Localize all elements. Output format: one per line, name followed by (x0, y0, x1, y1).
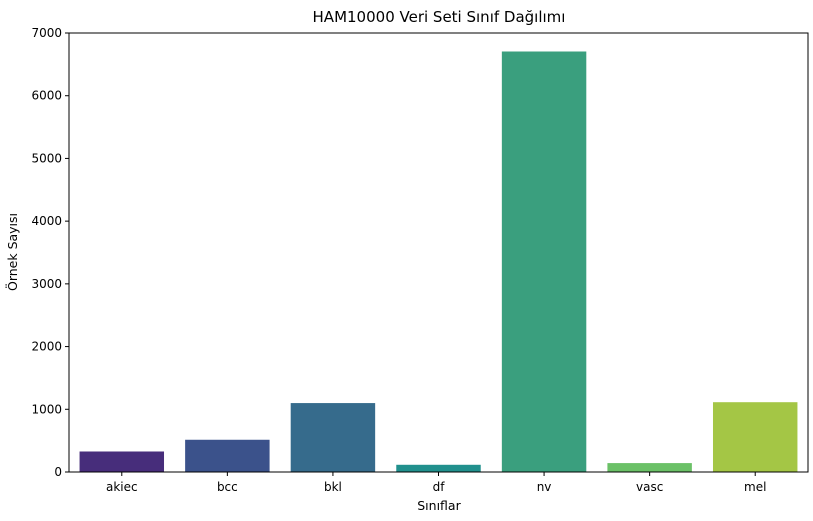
x-tick-label: mel (744, 480, 766, 494)
bar-vasc (607, 463, 692, 472)
bar-df (396, 464, 481, 472)
y-tick-label: 4000 (31, 214, 62, 228)
y-tick-label: 5000 (31, 151, 62, 165)
x-tick-label: nv (537, 480, 552, 494)
y-tick-label: 7000 (31, 26, 62, 40)
bars-layer (79, 51, 798, 473)
x-tick-label: df (433, 480, 446, 494)
y-tick-label: 3000 (31, 277, 62, 291)
y-tick-label: 6000 (31, 89, 62, 103)
x-axis-label: Sınıflar (417, 498, 461, 513)
plot-frame (68, 32, 809, 473)
y-tick-label: 0 (54, 465, 62, 479)
y-tick-label: 2000 (31, 340, 62, 354)
x-tick-label: bkl (324, 480, 342, 494)
y-axis: 0 1000 2000 3000 4000 5000 6000 7000 (31, 26, 69, 479)
y-axis-label: Örnek Sayısı (4, 213, 20, 291)
bar-mel (712, 402, 798, 472)
y-tick-label: 1000 (31, 402, 62, 416)
bar-akiec (79, 451, 165, 472)
bar-bcc (185, 439, 270, 472)
x-tick-label: vasc (636, 480, 663, 494)
x-axis: akiec bcc bkl df nv vasc mel (106, 472, 766, 494)
bar-nv (501, 51, 587, 473)
x-tick-label: bcc (217, 480, 238, 494)
bar-bkl (290, 403, 376, 472)
chart-title: HAM10000 Veri Seti Sınıf Dağılımı (313, 8, 566, 26)
x-tick-label: akiec (106, 480, 138, 494)
